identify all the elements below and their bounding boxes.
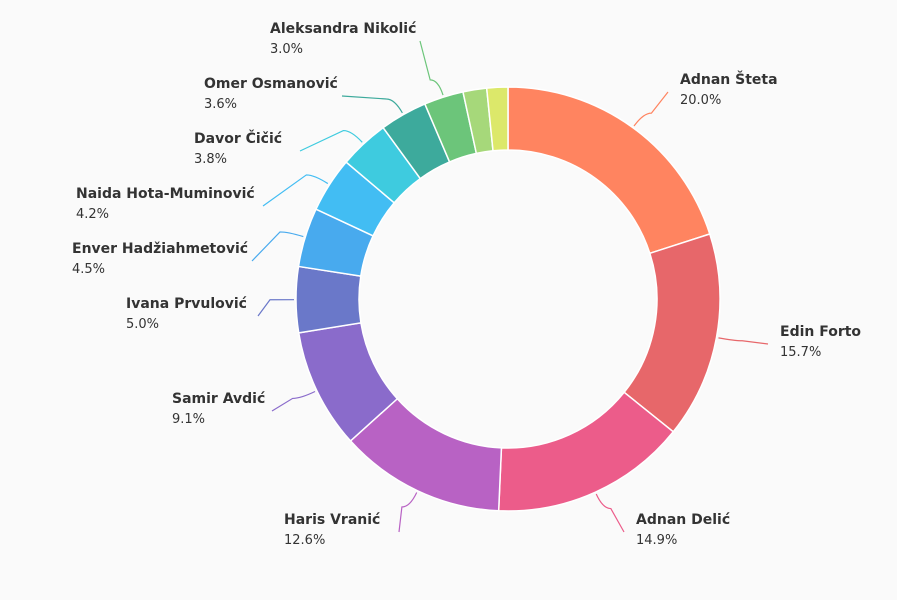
donut-slice-5[interactable] bbox=[295, 265, 362, 334]
connector-line-2 bbox=[595, 493, 625, 533]
donut-slice-0[interactable] bbox=[507, 86, 711, 255]
donut-slice-12[interactable] bbox=[485, 86, 509, 152]
slice-label-percent: 9.1% bbox=[172, 412, 205, 427]
slice-label-name: Adnan Delić bbox=[636, 512, 730, 528]
slice-label-percent: 12.6% bbox=[284, 533, 325, 548]
slice-label-percent: 3.0% bbox=[270, 42, 303, 57]
donut-slice-2[interactable] bbox=[497, 391, 675, 512]
slice-label-percent: 20.0% bbox=[680, 93, 721, 108]
slice-label-name: Ivana Prvulović bbox=[126, 296, 247, 312]
connector-line-6 bbox=[251, 231, 304, 262]
connector-line-3 bbox=[398, 492, 418, 533]
slice-label-percent: 15.7% bbox=[780, 345, 821, 360]
slice-label-percent: 5.0% bbox=[126, 317, 159, 332]
slice-label-name: Haris Vranić bbox=[284, 512, 380, 528]
connector-line-9 bbox=[341, 95, 403, 114]
connector-line-1 bbox=[718, 337, 769, 345]
slice-label-percent: 3.6% bbox=[204, 97, 237, 112]
slice-label-name: Enver Hadžiahmetović bbox=[72, 241, 248, 257]
donut-slice-1[interactable] bbox=[623, 233, 721, 433]
slice-label-name: Edin Forto bbox=[780, 324, 861, 340]
slice-label-percent: 4.2% bbox=[76, 207, 109, 222]
slice-label-percent: 4.5% bbox=[72, 262, 105, 277]
connector-line-5 bbox=[257, 299, 295, 317]
slice-label-name: Aleksandra Nikolić bbox=[270, 21, 416, 37]
slice-label-percent: 14.9% bbox=[636, 533, 677, 548]
connector-line-7 bbox=[262, 174, 329, 207]
slice-label-percent: 3.8% bbox=[194, 152, 227, 167]
slice-label-name: Adnan Šteta bbox=[680, 70, 778, 88]
connector-line-8 bbox=[299, 129, 363, 152]
slice-label-name: Naida Hota-Muminović bbox=[76, 186, 255, 202]
slice-label-name: Samir Avdić bbox=[172, 391, 265, 407]
slice-label-name: Davor Čičić bbox=[194, 129, 282, 147]
connector-line-4 bbox=[271, 390, 316, 412]
connector-line-10 bbox=[419, 40, 444, 96]
slice-label-name: Omer Osmanović bbox=[204, 76, 338, 92]
connector-line-0 bbox=[633, 91, 669, 127]
